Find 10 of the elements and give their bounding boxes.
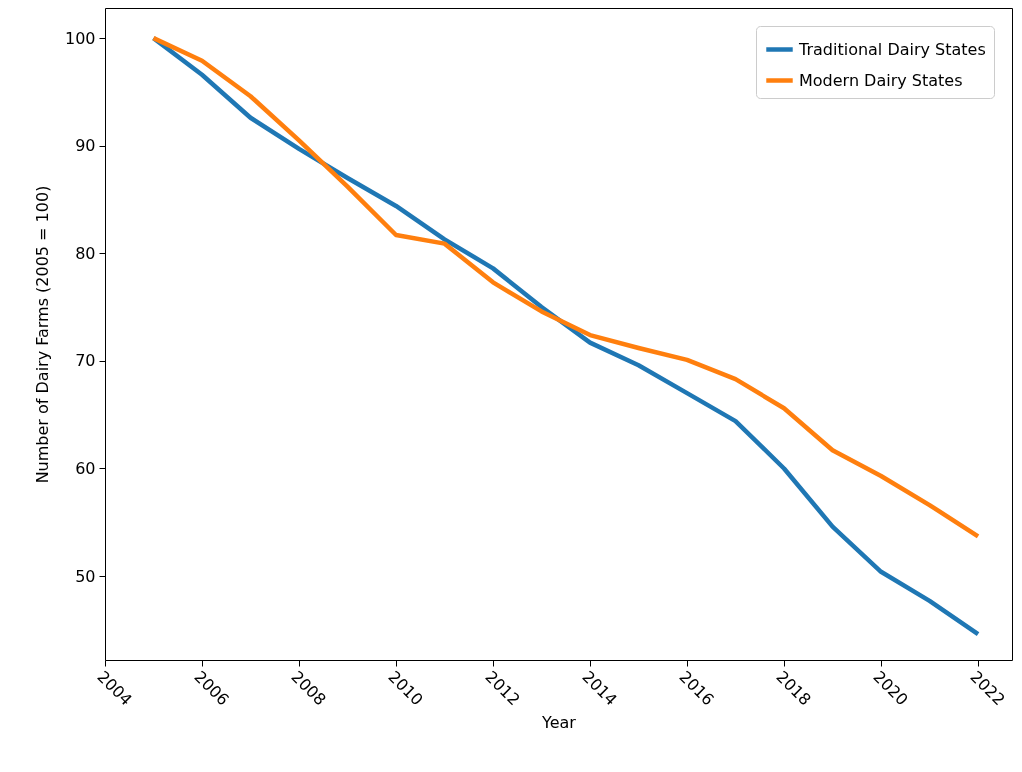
legend-label: Traditional Dairy States	[798, 39, 986, 59]
y-tick-label: 90	[75, 136, 96, 156]
y-tick-label: 100	[64, 28, 96, 48]
y-tick-label: 70	[75, 351, 96, 371]
y-tick-label: 60	[75, 458, 96, 478]
y-tick-label: 80	[75, 243, 96, 263]
y-tick-label: 50	[75, 566, 96, 586]
legend-label: Modern Dairy States	[799, 70, 963, 90]
y-axis-title: Number of Dairy Farms (2005 = 100)	[32, 185, 52, 484]
x-axis-title: Year	[541, 712, 577, 732]
